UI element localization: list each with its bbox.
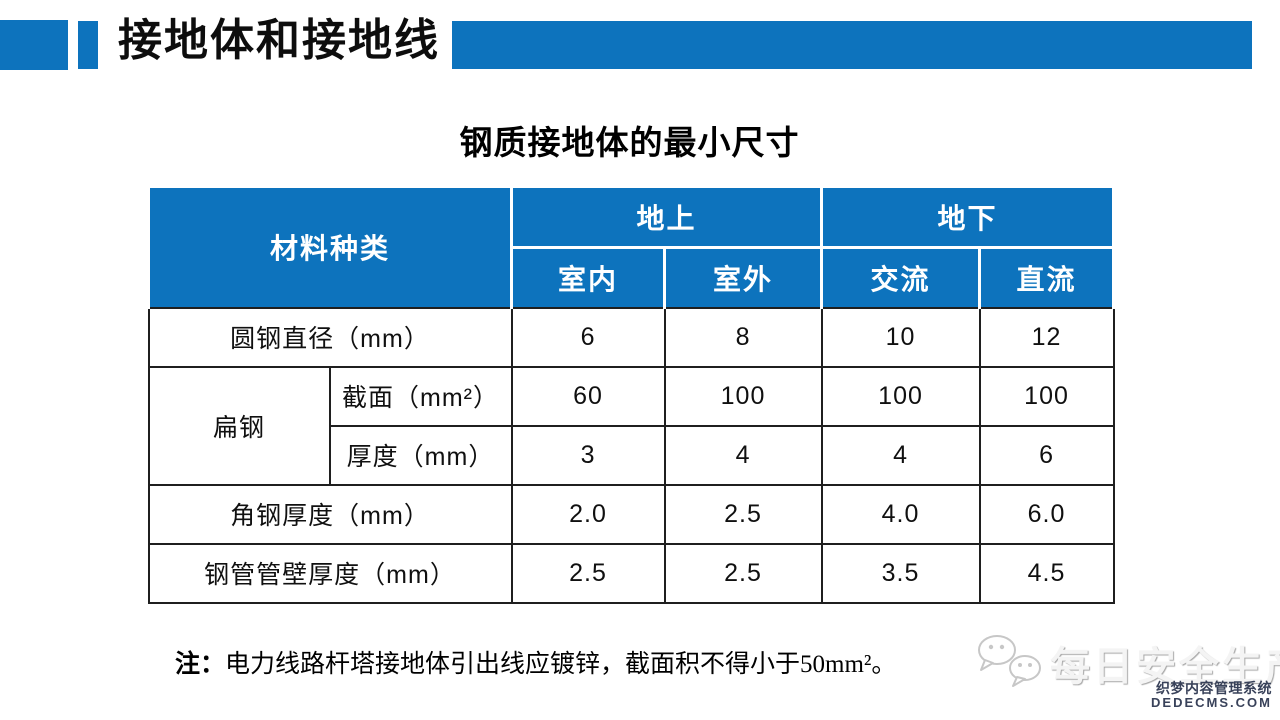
table-header-row-1: 材料种类 地上 地下 bbox=[146, 185, 1116, 309]
cell-value: 2.5 bbox=[663, 483, 823, 545]
header-accent-bar bbox=[452, 21, 1252, 69]
header-cell-dc: 直流 bbox=[978, 246, 1116, 309]
cell-value: 3.5 bbox=[820, 542, 981, 604]
row-label: 厚度（mm） bbox=[328, 424, 513, 486]
cms-domain: DEDECMS.COM bbox=[1151, 694, 1272, 710]
cell-value: 12 bbox=[978, 306, 1115, 368]
table-header-row-2: 室内 室外 交流 直流 bbox=[149, 246, 1116, 309]
row-label: 角钢厚度（mm） bbox=[147, 483, 513, 545]
table-title: 钢质接地体的最小尺寸 bbox=[459, 124, 800, 161]
header-cell-material: 材料种类 bbox=[146, 185, 514, 309]
footnote-prefix: 注： bbox=[175, 651, 226, 678]
min-size-table: 材料种类 地上 地下 室内 室外 交流 直流 圆钢直径（mm） 6 8 10 1… bbox=[146, 185, 1116, 604]
footnote-text: 电力线路杆塔接地体引出线应镀锌，截面积不得小于50mm²。 bbox=[225, 651, 897, 678]
cell-value: 100 bbox=[978, 365, 1115, 427]
header-accent-block bbox=[0, 20, 68, 70]
cms-name: 织梦内容管理系统 bbox=[1156, 680, 1272, 696]
cell-value: 8 bbox=[663, 306, 823, 368]
cell-value: 4.5 bbox=[978, 542, 1115, 604]
header-cell-above-ground: 地上 bbox=[510, 185, 824, 249]
header-cell-under-ground: 地下 bbox=[820, 185, 1116, 249]
cell-value: 100 bbox=[663, 365, 823, 427]
footnote: 注：电力线路杆塔接地体引出线应镀锌，截面积不得小于50mm²。 bbox=[175, 644, 896, 680]
cell-value: 3 bbox=[510, 424, 666, 486]
cell-value: 4.0 bbox=[820, 483, 981, 545]
cell-value: 10 bbox=[820, 306, 981, 368]
cell-value: 6 bbox=[978, 424, 1115, 486]
cell-value: 4 bbox=[663, 424, 823, 486]
header-accent-stripe bbox=[78, 21, 98, 69]
cell-value: 6 bbox=[510, 306, 666, 368]
cell-value: 4 bbox=[820, 424, 981, 486]
cell-value: 60 bbox=[510, 365, 666, 427]
cell-value: 2.5 bbox=[663, 542, 823, 604]
cell-value: 2.5 bbox=[510, 542, 666, 604]
header-cell-ac: 交流 bbox=[820, 246, 982, 309]
table-row-angle-steel: 角钢厚度（mm） 2.0 2.5 4.0 6.0 bbox=[147, 483, 1115, 545]
table-row-flat-steel-thickness: 厚度（mm） 3 4 4 6 bbox=[149, 424, 1115, 486]
header-cell-indoor: 室内 bbox=[510, 246, 667, 309]
table-row-steel-pipe: 钢管管壁厚度（mm） 2.5 2.5 3.5 4.5 bbox=[147, 542, 1115, 604]
cell-value: 6.0 bbox=[978, 483, 1115, 545]
row-group-label: 扁钢 bbox=[147, 365, 331, 486]
cms-watermark: 织梦内容管理系统 DEDECMS.COM bbox=[1151, 681, 1272, 709]
wechat-bubbles-icon bbox=[975, 632, 1053, 694]
table-row-round-steel: 圆钢直径（mm） 6 8 10 12 bbox=[147, 306, 1115, 368]
cell-value: 100 bbox=[820, 365, 981, 427]
row-label: 钢管管壁厚度（mm） bbox=[147, 542, 513, 604]
cell-value: 2.0 bbox=[510, 483, 666, 545]
table-row-flat-steel-section: 扁钢 截面（mm²） 60 100 100 100 bbox=[147, 365, 1115, 486]
row-label: 截面（mm²） bbox=[328, 365, 513, 427]
header-cell-outdoor: 室外 bbox=[663, 246, 824, 309]
row-label: 圆钢直径（mm） bbox=[147, 306, 513, 368]
watermark-brand: 每日安全生产 bbox=[1050, 645, 1280, 689]
page-title: 接地体和接地线 bbox=[118, 16, 440, 65]
